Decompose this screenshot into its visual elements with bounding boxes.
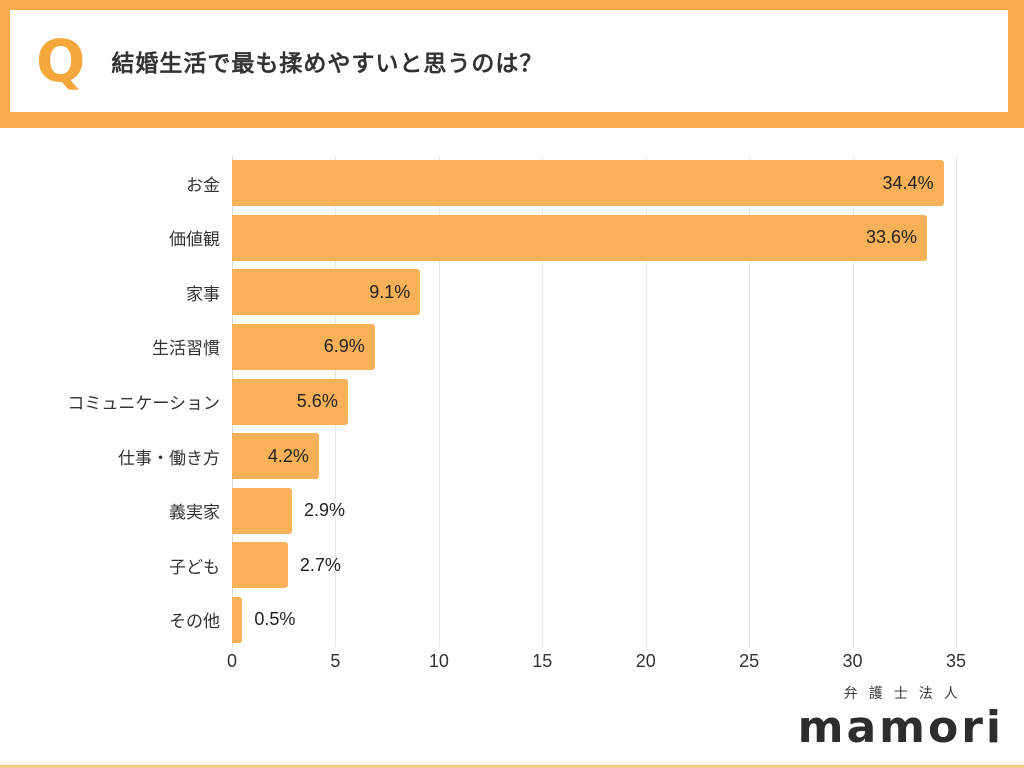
bar: 34.4% [232, 160, 944, 207]
category-label: お金 [186, 175, 220, 195]
chart-row: お金 34.4% [8, 156, 956, 211]
bar-track: 0.5% [232, 596, 956, 643]
bar: 33.6% [232, 214, 928, 261]
question-box: Q 結婚生活で最も揉めやすいと思うのは？ [10, 10, 1008, 112]
value-label: 6.9% [323, 336, 365, 357]
gridline [749, 156, 751, 647]
category-label: 家事 [186, 284, 220, 304]
logo-brand-name: mamori [797, 702, 1004, 753]
bar-chart: お金 34.4% 価値観 33.6% 家事 9.1% 生活習慣 6.9% コミュニケーション 5.… [8, 156, 957, 647]
chart-rows: お金 34.4% 価値観 33.6% 家事 9.1% 生活習慣 6.9% コミュニケーション 5.… [8, 156, 956, 647]
value-label: 0.5% [254, 609, 296, 630]
category-label: その他 [169, 612, 220, 632]
x-axis: 0 5 10 15 20 25 30 35 [227, 651, 966, 675]
value-label: 4.2% [267, 445, 309, 466]
bar: 5.6% [232, 378, 348, 425]
chart-row: 仕事・働き方 4.2% [8, 429, 956, 484]
x-tick-label: 25 [739, 651, 760, 671]
gridline [852, 156, 854, 647]
bar-track: 2.7% [232, 542, 956, 589]
chart-row: 義実家 2.9% [8, 483, 956, 538]
x-tick-label: 35 [945, 651, 967, 671]
gridline [956, 156, 957, 647]
value-label: 9.1% [369, 281, 411, 302]
bar-track: 9.1% [232, 269, 956, 316]
bar-track: 5.6% [232, 378, 956, 425]
q-icon: Q [36, 27, 86, 95]
bar-track: 2.9% [232, 487, 956, 534]
mamori-logo: 弁護士法人 mamori [798, 683, 1004, 750]
category-label: 義実家 [169, 503, 220, 523]
category-label: 仕事・働き方 [118, 448, 220, 468]
logo-company-name: 弁護士法人 [843, 685, 969, 701]
x-tick-label: 30 [842, 651, 863, 671]
bar [232, 596, 243, 643]
value-label: 34.4% [882, 172, 934, 193]
chart-row: 生活習慣 6.9% [8, 320, 956, 375]
category-label: 子ども [169, 557, 220, 577]
bottom-accent-line [0, 765, 1024, 768]
value-label: 2.7% [299, 554, 341, 575]
bar-track: 33.6% [232, 214, 956, 261]
chart-row: 家事 9.1% [8, 265, 956, 320]
category-label: 価値観 [169, 230, 220, 250]
category-label: 生活習慣 [152, 339, 220, 359]
bar-track: 34.4% [232, 160, 956, 207]
chart-row: その他 0.5% [8, 593, 956, 648]
bar [232, 542, 288, 589]
value-label: 5.6% [296, 391, 338, 412]
x-tick-label: 15 [532, 651, 553, 671]
bar-track: 4.2% [232, 433, 956, 480]
chart-row: 価値観 33.6% [8, 211, 956, 266]
bar [232, 487, 292, 534]
category-label: コミュニケーション [67, 394, 220, 414]
gridline [542, 156, 544, 647]
chart-row: 子ども 2.7% [8, 538, 956, 593]
question-title: 結婚生活で最も揉めやすいと思うのは？ [111, 50, 544, 76]
bar-track: 6.9% [232, 323, 956, 370]
gridline [645, 156, 647, 647]
x-tick-label: 10 [428, 651, 449, 671]
bar: 4.2% [232, 433, 319, 480]
value-label: 33.6% [865, 227, 918, 248]
gridline [438, 156, 440, 647]
question-header: Q 結婚生活で最も揉めやすいと思うのは？ [0, 0, 1024, 128]
x-tick-label: 20 [635, 651, 656, 671]
bar: 9.1% [232, 269, 421, 316]
chart-row: コミュニケーション 5.6% [8, 374, 956, 429]
value-label: 2.9% [303, 500, 346, 521]
x-tick-label: 0 [226, 651, 238, 671]
bar: 6.9% [232, 323, 375, 370]
x-tick-label: 5 [330, 651, 341, 671]
